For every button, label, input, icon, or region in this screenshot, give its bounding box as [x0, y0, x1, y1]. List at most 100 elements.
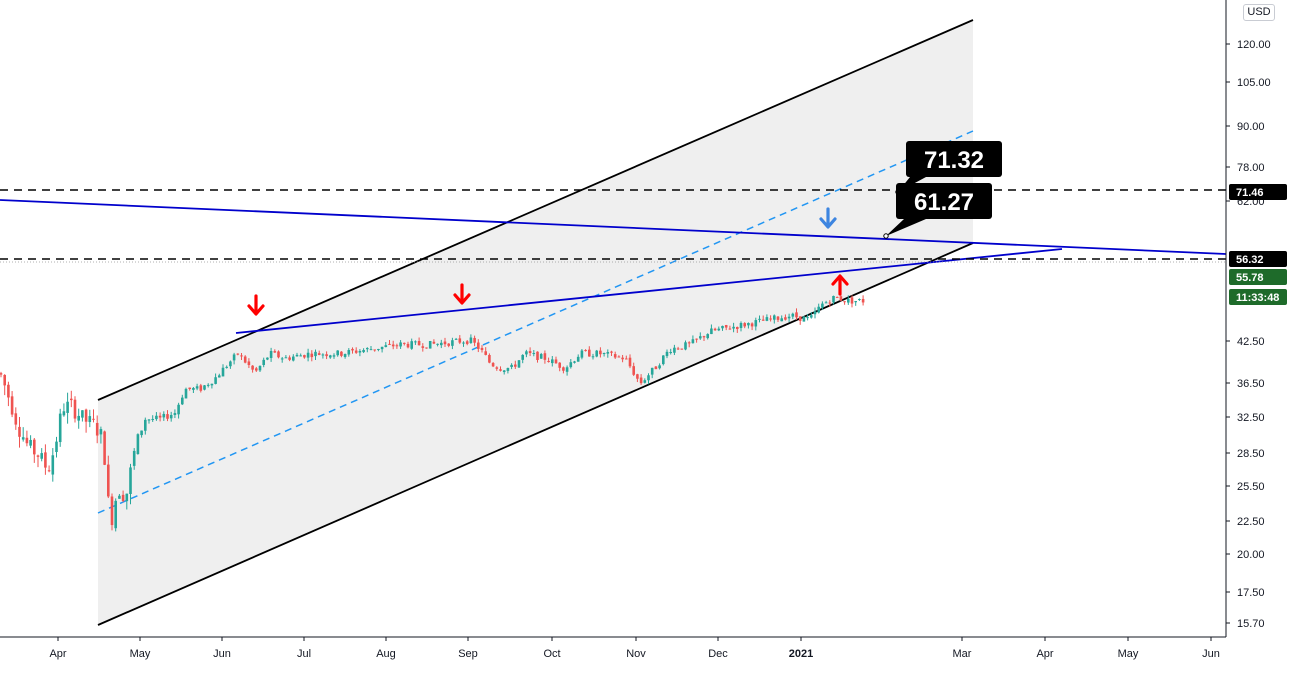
currency-badge[interactable]: USD: [1243, 4, 1275, 21]
candle-body: [676, 348, 680, 350]
candle-body: [0, 373, 3, 375]
candle-body: [7, 384, 10, 398]
y-tick-label: 15.70: [1237, 618, 1265, 630]
candle: [380, 346, 384, 353]
candle: [421, 343, 425, 352]
callouts-layer: 71.32 61.27: [883, 141, 1002, 239]
candle: [810, 312, 813, 319]
candle: [451, 337, 454, 350]
candle-body: [728, 328, 732, 330]
candle: [828, 300, 832, 307]
candle-body: [691, 339, 695, 344]
candle: [824, 300, 828, 304]
candle: [717, 326, 721, 332]
candle-body: [643, 380, 647, 383]
candle-body: [203, 385, 206, 390]
candle-body: [780, 318, 783, 322]
candle: [33, 437, 36, 463]
candle-body: [125, 493, 129, 502]
candle-body: [458, 338, 462, 343]
candle-body: [713, 328, 717, 331]
candle-body: [680, 348, 684, 350]
candle: [203, 384, 206, 391]
candle: [539, 352, 543, 359]
x-tick-label: Apr: [1036, 648, 1053, 660]
candle: [188, 387, 191, 391]
candle: [854, 300, 857, 306]
candle: [665, 349, 669, 359]
candle: [643, 378, 647, 384]
candle-body: [25, 437, 29, 444]
candle-body: [595, 350, 598, 357]
candle-body: [84, 409, 88, 422]
candle-body: [706, 334, 709, 339]
candle: [780, 315, 783, 322]
candle-body: [243, 356, 247, 363]
candle-body: [684, 342, 687, 350]
candle: [199, 383, 203, 393]
candle-body: [10, 396, 14, 415]
x-tick-label: May: [1118, 648, 1139, 660]
candle-body: [662, 355, 665, 365]
candle-body: [536, 351, 539, 360]
candle: [798, 316, 802, 325]
candle-body: [506, 367, 510, 371]
candle: [769, 315, 772, 322]
candle-body: [832, 295, 835, 303]
candle: [306, 348, 310, 362]
y-tick-label: 120.00: [1237, 39, 1271, 51]
candle: [384, 342, 388, 348]
candle: [358, 349, 362, 357]
candle: [758, 315, 761, 323]
candle-body: [710, 328, 713, 335]
candle: [284, 355, 288, 359]
candle-body: [66, 401, 69, 413]
candle-body: [795, 312, 798, 318]
channel-fill: [98, 20, 973, 625]
candle-body: [303, 355, 306, 358]
candle: [425, 347, 428, 349]
candle-body: [29, 439, 32, 446]
candle: [351, 347, 354, 354]
candle: [3, 374, 6, 396]
candle: [210, 383, 214, 389]
candle: [440, 339, 443, 349]
candle: [558, 362, 561, 372]
candle-body: [221, 367, 225, 377]
candle: [251, 365, 254, 373]
candle-body: [158, 415, 162, 418]
candle-body: [839, 296, 843, 301]
candle: [192, 387, 195, 394]
candle: [395, 343, 399, 349]
candle-body: [580, 350, 584, 358]
price-axis-panel: [1226, 0, 1296, 693]
candle: [73, 396, 77, 423]
candle-body: [110, 496, 114, 526]
candle-body: [391, 344, 395, 347]
candle: [517, 359, 521, 368]
candle-body: [366, 348, 369, 350]
candle-body: [199, 385, 203, 391]
candle-body: [166, 414, 169, 419]
candle-body: [817, 306, 820, 313]
candle-body: [62, 411, 66, 416]
candle: [495, 366, 499, 371]
candle-body: [277, 351, 280, 358]
candle: [710, 324, 713, 335]
price-tag-box: [1229, 184, 1287, 200]
candle: [18, 417, 21, 448]
candle: [458, 335, 462, 345]
candle-body: [495, 367, 499, 369]
candle: [514, 360, 517, 369]
candle: [151, 415, 154, 422]
candle: [706, 333, 709, 340]
candle-body: [129, 467, 132, 495]
candle-body: [750, 323, 754, 327]
candle: [273, 349, 277, 353]
x-tick-label: Mar: [953, 648, 972, 660]
candle: [510, 363, 513, 370]
candle-body: [314, 351, 317, 357]
candle: [155, 412, 158, 421]
